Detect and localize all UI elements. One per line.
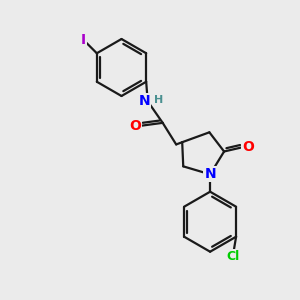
Text: I: I [81,33,86,47]
Text: O: O [242,140,254,154]
Text: H: H [154,95,164,105]
Text: O: O [129,119,141,133]
Text: N: N [204,167,216,181]
Text: N: N [138,94,150,108]
Text: Cl: Cl [226,250,240,263]
